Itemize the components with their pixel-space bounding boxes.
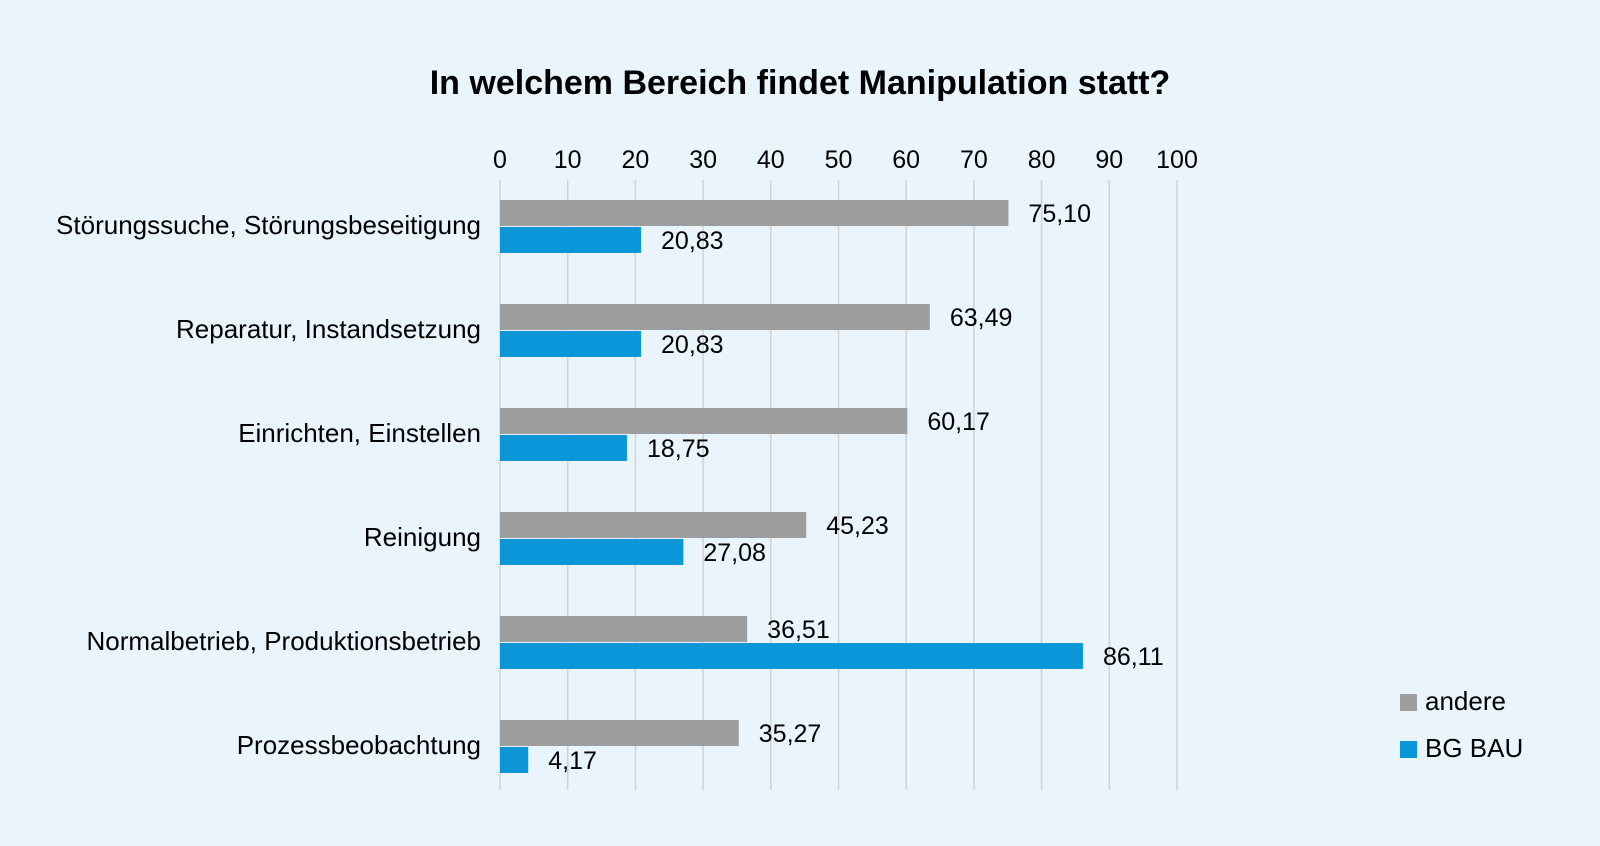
bar-andere — [500, 200, 1009, 226]
category-label: Einrichten, Einstellen — [238, 418, 481, 448]
x-tick-label: 40 — [757, 146, 785, 174]
bar-bg-bau — [500, 747, 529, 773]
legend-swatch — [1400, 694, 1417, 711]
bar-andere — [500, 616, 748, 642]
bar-bg-bau — [500, 435, 627, 461]
data-label: 75,10 — [1028, 200, 1091, 228]
category-label: Reinigung — [364, 522, 481, 552]
category-label: Störungssuche, Störungsbeseitigung — [56, 210, 481, 240]
chart-title: In welchem Bereich findet Manipulation s… — [429, 64, 1171, 102]
category-label: Prozessbeobachtung — [237, 730, 481, 760]
x-tick-label: 90 — [1095, 146, 1123, 174]
data-label: 63,49 — [950, 304, 1013, 332]
bar-bg-bau — [500, 539, 684, 565]
x-tick-label: 0 — [493, 146, 507, 174]
data-label: 27,08 — [703, 539, 766, 567]
legend-label: BG BAU — [1425, 733, 1523, 763]
data-label: 4,17 — [548, 747, 597, 775]
data-label: 60,17 — [927, 408, 990, 436]
x-tick-label: 70 — [960, 146, 988, 174]
data-label: 18,75 — [647, 435, 710, 463]
bar-bg-bau — [500, 643, 1083, 669]
legend-label: andere — [1425, 686, 1506, 716]
x-tick-label: 50 — [825, 146, 853, 174]
data-label: 36,51 — [767, 616, 830, 644]
data-label: 45,23 — [826, 512, 889, 540]
category-label: Normalbetrieb, Produktionsbetrieb — [86, 626, 481, 656]
x-tick-label: 20 — [621, 146, 649, 174]
bar-bg-bau — [500, 331, 642, 357]
x-tick-label: 10 — [554, 146, 582, 174]
x-tick-label: 80 — [1028, 146, 1056, 174]
bar-andere — [500, 720, 739, 746]
data-label: 20,83 — [661, 331, 724, 359]
bar-andere — [500, 408, 908, 434]
x-tick-label: 60 — [892, 146, 920, 174]
bar-bg-bau — [500, 227, 642, 253]
legend-swatch — [1400, 741, 1417, 758]
bar-andere — [500, 512, 807, 538]
data-label: 35,27 — [759, 720, 822, 748]
data-label: 20,83 — [661, 227, 724, 255]
x-tick-label: 100 — [1156, 146, 1198, 174]
data-label: 86,11 — [1103, 643, 1164, 671]
x-tick-label: 30 — [689, 146, 717, 174]
bar-andere — [500, 304, 930, 330]
category-label: Reparatur, Instandsetzung — [176, 314, 481, 344]
